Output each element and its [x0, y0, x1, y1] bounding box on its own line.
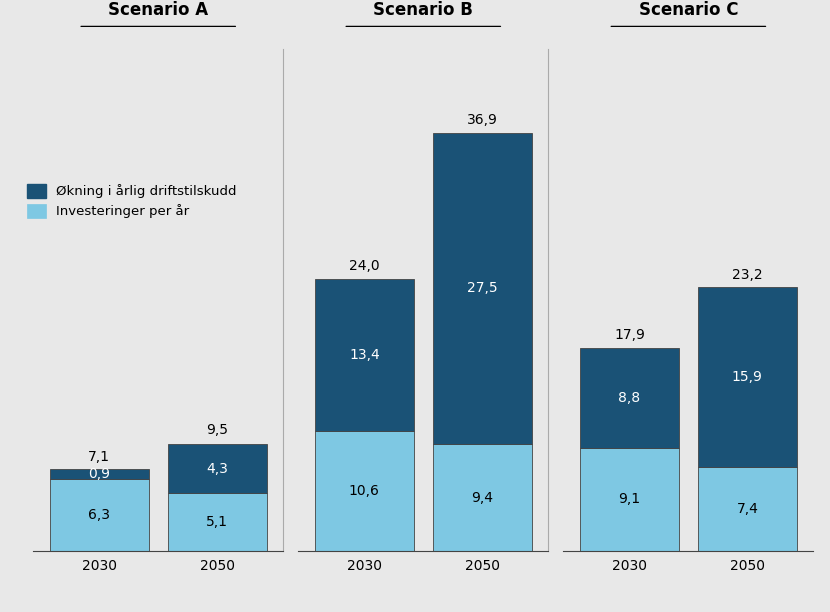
Text: 23,2: 23,2: [732, 268, 763, 282]
Text: 9,4: 9,4: [471, 491, 493, 504]
Bar: [168, 493, 266, 551]
Bar: [432, 444, 532, 551]
Text: 4,3: 4,3: [207, 461, 228, 476]
Bar: [698, 287, 797, 467]
Bar: [315, 279, 414, 431]
Bar: [698, 467, 797, 551]
Text: 6,3: 6,3: [88, 508, 110, 522]
Text: 36,9: 36,9: [466, 113, 498, 127]
Text: 10,6: 10,6: [349, 483, 380, 498]
Text: 17,9: 17,9: [614, 328, 645, 342]
Text: 9,1: 9,1: [618, 492, 641, 506]
Text: 9,5: 9,5: [206, 423, 228, 437]
Bar: [580, 447, 679, 551]
Bar: [432, 133, 532, 444]
Text: 24,0: 24,0: [349, 259, 379, 273]
Text: Scenario C: Scenario C: [638, 1, 738, 19]
Text: 7,4: 7,4: [736, 502, 759, 516]
Text: Scenario B: Scenario B: [374, 1, 473, 19]
Text: 27,5: 27,5: [467, 282, 498, 296]
Legend: Økning i årlig driftstilskudd, Investeringer per år: Økning i årlig driftstilskudd, Investeri…: [25, 181, 240, 221]
Text: 8,8: 8,8: [618, 391, 641, 405]
Text: 5,1: 5,1: [206, 515, 228, 529]
Bar: [168, 444, 266, 493]
Bar: [315, 431, 414, 551]
Text: 15,9: 15,9: [732, 370, 763, 384]
Text: Scenario A: Scenario A: [108, 1, 208, 19]
Text: 7,1: 7,1: [88, 450, 110, 465]
Bar: [50, 479, 149, 551]
Text: 13,4: 13,4: [349, 348, 379, 362]
Bar: [580, 348, 679, 447]
Text: 0,9: 0,9: [88, 468, 110, 481]
Bar: [50, 469, 149, 479]
